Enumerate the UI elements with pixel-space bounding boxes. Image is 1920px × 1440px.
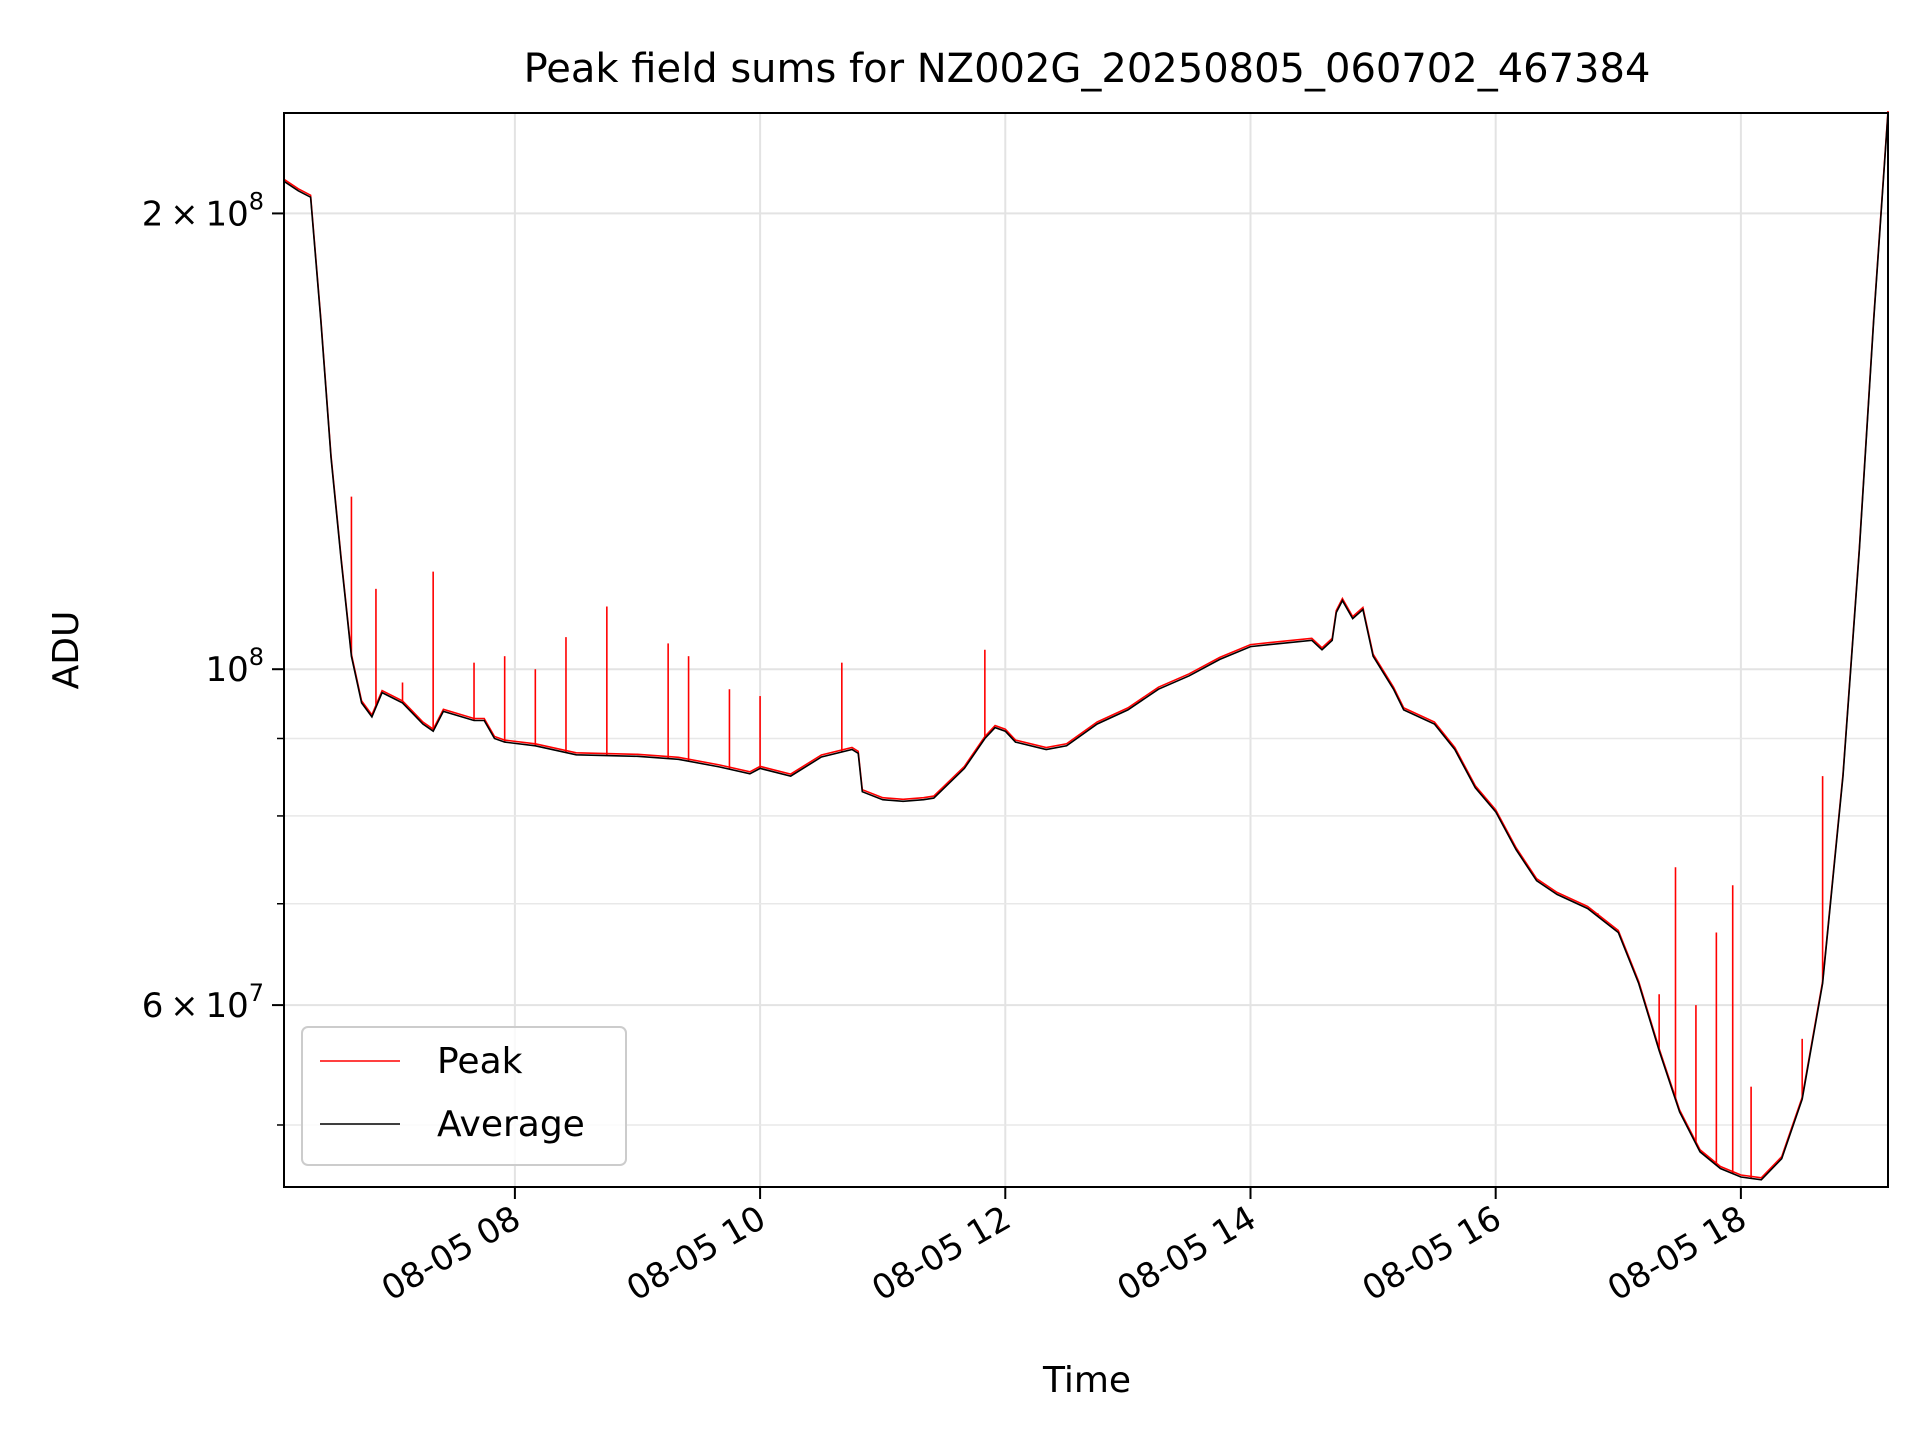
legend: Peak Average [301, 1026, 627, 1166]
y-axis: 6 × 107 108 2 × 108 [142, 187, 284, 1126]
x-axis-label: Time [1042, 1360, 1131, 1401]
legend-label-peak: Peak [437, 1041, 523, 1082]
series-line-average [283, 112, 1889, 1181]
y-axis-label: ADU [46, 611, 87, 690]
y-tick-label: 2 × 108 [142, 187, 264, 234]
series-layer [283, 110, 1889, 1181]
chart-title: Peak field sums for NZ002G_20250805_0607… [524, 46, 1651, 92]
y-tick-label: 6 × 107 [142, 979, 264, 1026]
plot-frame [283, 112, 1889, 1188]
legend-label-average: Average [437, 1104, 585, 1145]
y-tick-label: 108 [205, 643, 264, 690]
gridlines [284, 113, 1888, 1187]
